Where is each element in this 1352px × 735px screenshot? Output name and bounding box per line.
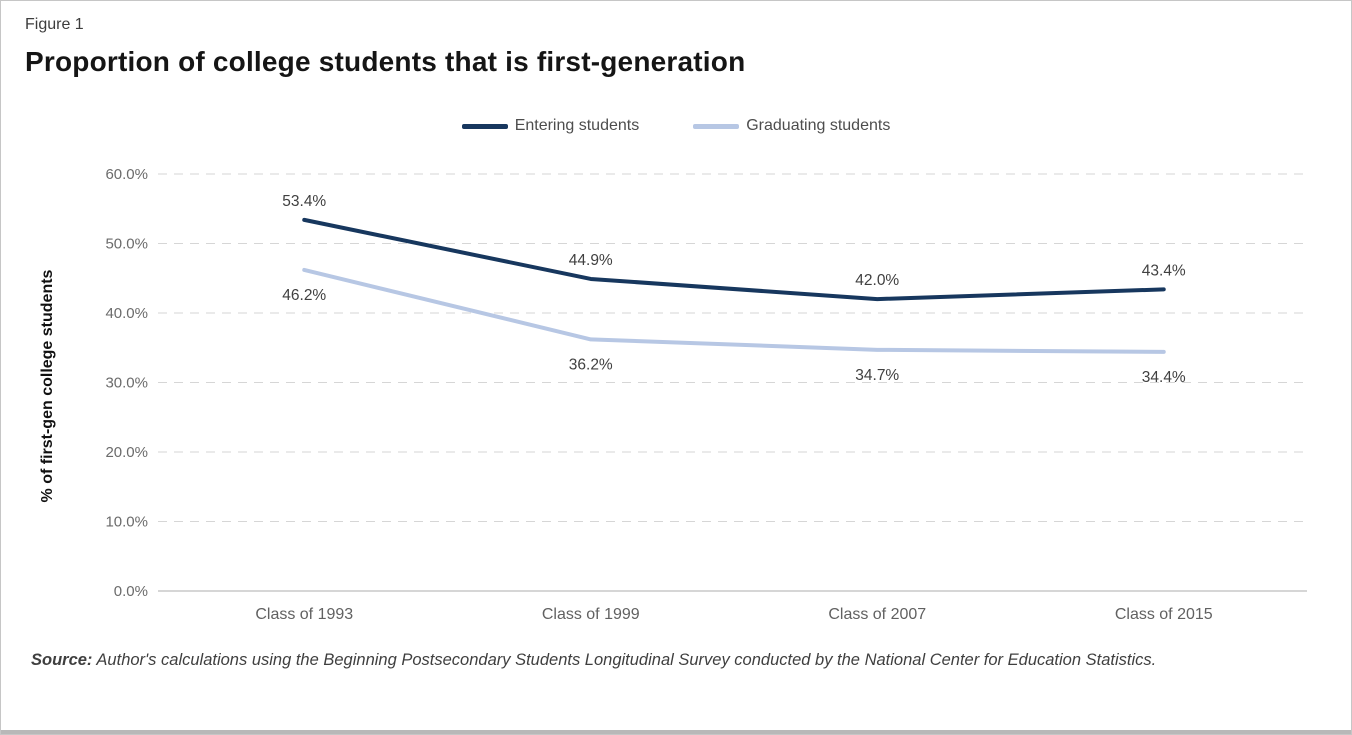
series-line-graduating-students xyxy=(302,267,1166,354)
legend-label-graduating: Graduating students xyxy=(746,117,891,134)
y-tick-label: 40.0% xyxy=(105,305,148,322)
data-label-entering-students: 44.9% xyxy=(569,252,613,269)
x-category-label: Class of 1993 xyxy=(255,606,353,623)
y-tick-label: 60.0% xyxy=(105,166,148,183)
y-tick-label: 20.0% xyxy=(105,444,148,461)
series-line-entering-students xyxy=(302,217,1166,302)
legend-item-entering: Entering students xyxy=(461,117,640,135)
data-label-entering-students: 53.4% xyxy=(282,193,326,210)
data-label-graduating-students: 36.2% xyxy=(569,356,613,373)
legend: Entering students Graduating students xyxy=(1,117,1351,135)
y-tick-label: 50.0% xyxy=(105,236,148,253)
y-tick-label: 30.0% xyxy=(105,375,148,392)
data-label-entering-students: 42.0% xyxy=(855,272,899,289)
x-category-label: Class of 2015 xyxy=(1115,606,1213,623)
y-tick-label: 10.0% xyxy=(105,514,148,531)
chart-title: Proportion of college students that is f… xyxy=(25,46,746,77)
legend-label-entering: Entering students xyxy=(514,117,640,134)
y-tick-label: 0.0% xyxy=(114,583,148,600)
source-note: Source: Author's calculations using the … xyxy=(31,649,1241,673)
source-prefix: Source: xyxy=(31,651,93,669)
x-category-label: Class of 2007 xyxy=(828,606,926,623)
data-label-entering-students: 43.4% xyxy=(1142,262,1186,279)
data-label-graduating-students: 34.7% xyxy=(855,367,899,384)
data-label-graduating-students: 46.2% xyxy=(282,287,326,304)
x-category-label: Class of 1999 xyxy=(542,606,640,623)
entering-line-swatch xyxy=(461,123,508,129)
data-label-graduating-students: 34.4% xyxy=(1142,369,1186,386)
graduating-line-swatch xyxy=(693,123,740,129)
figure-label: Figure 1 xyxy=(25,16,84,33)
legend-item-graduating: Graduating students xyxy=(693,117,890,135)
source-text: Author's calculations using the Beginnin… xyxy=(96,651,1157,669)
window-bottom-edge xyxy=(1,730,1351,734)
